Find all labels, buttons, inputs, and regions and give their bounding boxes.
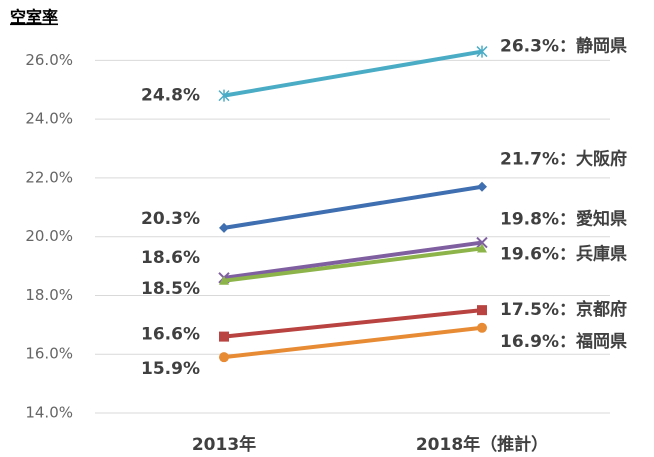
series-line <box>223 308 483 339</box>
y-tick-label: 20.0% <box>25 227 73 245</box>
y-tick-label: 22.0% <box>25 168 73 186</box>
marker <box>476 236 488 249</box>
data-label: 19.6%：兵庫県 <box>500 243 627 264</box>
marker <box>477 181 487 192</box>
data-label: 20.3% <box>141 209 200 229</box>
y-tick-label: 26.0% <box>25 51 73 69</box>
marker <box>476 45 488 58</box>
series-line <box>223 49 483 98</box>
data-label: 24.8% <box>141 86 200 106</box>
series-line <box>223 325 483 360</box>
series-line <box>223 240 483 280</box>
data-label: 19.8%：愛知県 <box>500 209 627 230</box>
data-label: 18.6% <box>141 248 200 268</box>
marker <box>219 331 229 342</box>
y-tick-label: 14.0% <box>25 404 73 422</box>
y-tick-label: 18.0% <box>25 286 73 304</box>
data-label: 26.3%：静岡県 <box>500 36 627 57</box>
data-label: 21.7%：大阪府 <box>500 149 627 170</box>
marker <box>219 352 229 363</box>
series-line <box>223 184 483 230</box>
marker <box>219 275 229 285</box>
marker <box>477 243 487 253</box>
data-label: 16.9%：福岡県 <box>500 331 627 352</box>
data-label: 16.6% <box>141 325 200 345</box>
y-tick-label: 16.0% <box>25 345 73 363</box>
marker <box>219 222 229 233</box>
y-tick-label: 24.0% <box>25 110 73 128</box>
marker <box>477 305 487 316</box>
data-label: 15.9% <box>141 359 200 379</box>
marker <box>218 89 230 102</box>
x-tick-label: 2018年（推計） <box>416 434 548 455</box>
chart-title: 空室率 <box>10 8 58 27</box>
data-label: 18.5% <box>141 279 200 299</box>
data-label: 17.5%：京都府 <box>500 299 627 320</box>
series-line <box>223 246 483 283</box>
x-tick-label: 2013年 <box>192 434 256 455</box>
marker <box>477 322 487 333</box>
